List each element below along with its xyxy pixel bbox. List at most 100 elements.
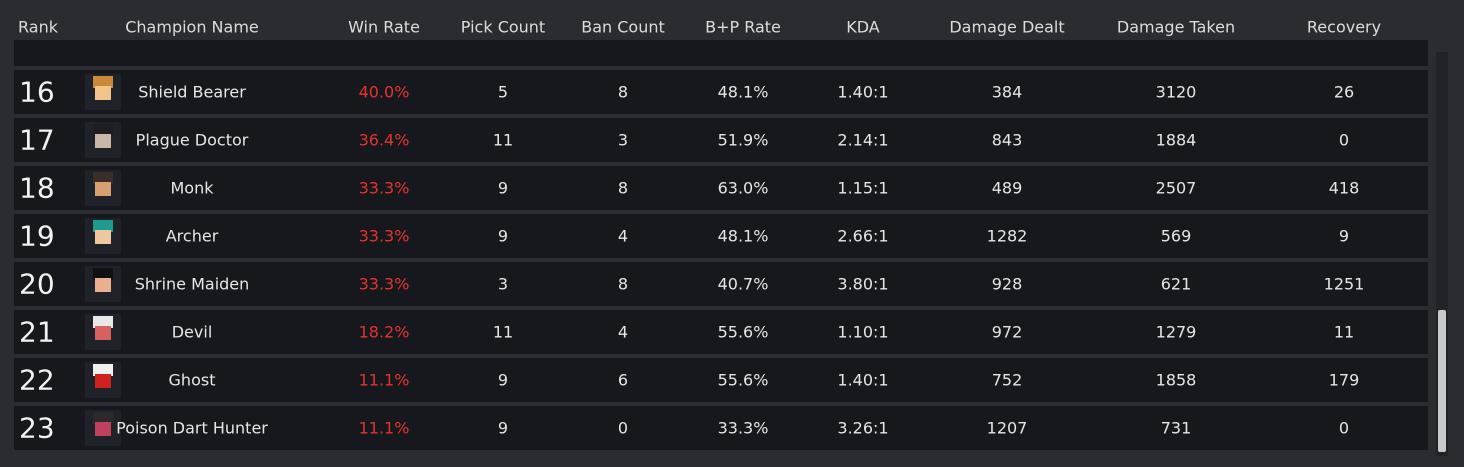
kda: 1.40:1 xyxy=(837,82,889,102)
ban-count: 8 xyxy=(617,274,629,294)
bp-rate: 55.6% xyxy=(717,370,769,390)
damage-taken: 569 xyxy=(1160,226,1192,246)
damage-dealt: 1207 xyxy=(986,418,1028,438)
pick-count: 9 xyxy=(497,418,509,438)
pick-count: 9 xyxy=(497,178,509,198)
kda: 1.15:1 xyxy=(837,178,889,198)
icon-hair xyxy=(93,76,113,88)
table-row[interactable] xyxy=(14,358,1428,402)
column-header[interactable]: KDA xyxy=(846,17,880,37)
damage-dealt: 384 xyxy=(991,82,1023,102)
column-header[interactable]: B+P Rate xyxy=(705,17,781,37)
recovery: 11 xyxy=(1333,322,1355,342)
pick-count: 9 xyxy=(497,226,509,246)
scrollbar-thumb[interactable] xyxy=(1438,310,1446,452)
bp-rate: 48.1% xyxy=(717,226,769,246)
icon-face xyxy=(95,374,111,388)
damage-dealt: 928 xyxy=(991,274,1023,294)
win-rate: 33.3% xyxy=(358,274,410,294)
icon-face xyxy=(95,230,111,244)
damage-dealt: 489 xyxy=(991,178,1023,198)
table-row[interactable] xyxy=(14,406,1428,450)
pick-count: 3 xyxy=(497,274,509,294)
rank: 18 xyxy=(19,171,55,205)
champion-name: Archer xyxy=(165,226,219,246)
rank: 23 xyxy=(19,411,55,445)
champion-icon xyxy=(85,410,121,446)
column-header[interactable]: Ban Count xyxy=(581,17,665,37)
ban-count: 8 xyxy=(617,178,629,198)
icon-hair xyxy=(93,412,113,424)
recovery: 26 xyxy=(1333,82,1355,102)
champion-icon xyxy=(85,122,121,158)
column-header[interactable]: Damage Dealt xyxy=(949,17,1065,37)
table-row[interactable] xyxy=(14,214,1428,258)
champion-name: Shield Bearer xyxy=(138,82,246,102)
icon-face xyxy=(95,422,111,436)
champion-icon xyxy=(85,266,121,302)
kda: 3.80:1 xyxy=(837,274,889,294)
win-rate: 40.0% xyxy=(358,82,410,102)
pick-count: 11 xyxy=(492,130,514,150)
column-header[interactable]: Rank xyxy=(18,17,58,37)
damage-taken: 731 xyxy=(1160,418,1192,438)
column-header[interactable]: Pick Count xyxy=(460,17,546,37)
champion-name: Monk xyxy=(170,178,214,198)
rank: 22 xyxy=(19,363,55,397)
damage-dealt: 972 xyxy=(991,322,1023,342)
recovery: 1251 xyxy=(1323,274,1365,294)
bp-rate: 40.7% xyxy=(717,274,769,294)
ban-count: 0 xyxy=(617,418,629,438)
column-header[interactable]: Champion Name xyxy=(125,17,259,37)
win-rate: 18.2% xyxy=(358,322,410,342)
table-row[interactable] xyxy=(14,262,1428,306)
bp-rate: 48.1% xyxy=(717,82,769,102)
ban-count: 4 xyxy=(617,322,629,342)
recovery: 179 xyxy=(1328,370,1360,390)
icon-face xyxy=(95,326,111,340)
table-row[interactable] xyxy=(14,118,1428,162)
icon-face xyxy=(95,278,111,292)
damage-dealt: 843 xyxy=(991,130,1023,150)
rank: 20 xyxy=(19,267,55,301)
champion-name: Plague Doctor xyxy=(135,130,249,150)
icon-face xyxy=(95,182,111,196)
icon-hair xyxy=(93,124,113,136)
icon-face xyxy=(95,134,111,148)
damage-taken: 1858 xyxy=(1155,370,1197,390)
bp-rate: 33.3% xyxy=(717,418,769,438)
table-row[interactable] xyxy=(14,310,1428,354)
champion-name: Shrine Maiden xyxy=(134,274,250,294)
pick-count: 5 xyxy=(497,82,509,102)
icon-hair xyxy=(93,172,113,184)
damage-taken: 2507 xyxy=(1155,178,1197,198)
rank: 16 xyxy=(19,75,55,109)
table-row[interactable] xyxy=(14,70,1428,114)
table-row[interactable] xyxy=(14,166,1428,210)
damage-taken: 1884 xyxy=(1155,130,1197,150)
kda: 2.14:1 xyxy=(837,130,889,150)
partial-row xyxy=(14,40,1428,66)
ban-count: 4 xyxy=(617,226,629,246)
damage-dealt: 752 xyxy=(991,370,1023,390)
icon-hair xyxy=(93,268,113,280)
kda: 2.66:1 xyxy=(837,226,889,246)
champion-icon xyxy=(85,362,121,398)
win-rate: 36.4% xyxy=(358,130,410,150)
bp-rate: 63.0% xyxy=(717,178,769,198)
champion-icon xyxy=(85,170,121,206)
kda: 1.10:1 xyxy=(837,322,889,342)
column-header[interactable]: Damage Taken xyxy=(1116,17,1236,37)
recovery: 0 xyxy=(1338,418,1350,438)
icon-hair xyxy=(93,316,113,328)
icon-hair xyxy=(93,364,113,376)
damage-taken: 1279 xyxy=(1155,322,1197,342)
column-header[interactable]: Recovery xyxy=(1306,17,1382,37)
damage-dealt: 1282 xyxy=(986,226,1028,246)
icon-face xyxy=(95,86,111,100)
kda: 3.26:1 xyxy=(837,418,889,438)
champion-name: Devil xyxy=(171,322,213,342)
champion-name: Ghost xyxy=(168,370,216,390)
column-header[interactable]: Win Rate xyxy=(348,17,420,37)
